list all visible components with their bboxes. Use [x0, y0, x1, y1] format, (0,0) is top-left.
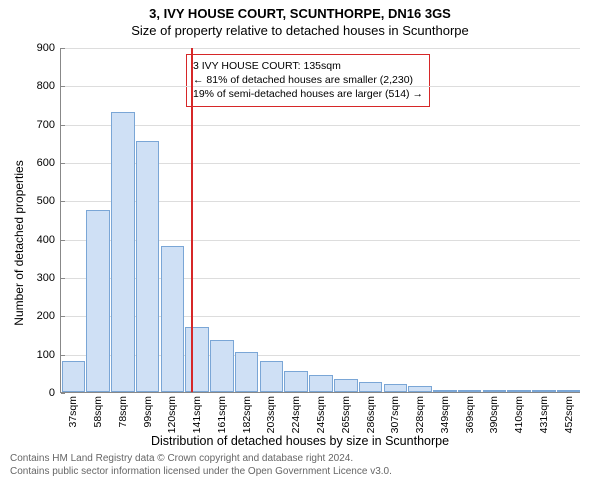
page-subtitle: Size of property relative to detached ho… — [0, 23, 600, 38]
histogram-bar — [359, 382, 383, 392]
histogram-bar — [334, 379, 358, 392]
plot-region: 3 IVY HOUSE COURT: 135sqm ← 81% of detac… — [60, 48, 580, 393]
y-axis-label: Number of detached properties — [12, 160, 26, 325]
x-tick: 452sqm — [563, 396, 575, 433]
x-tick: 265sqm — [340, 396, 352, 433]
y-tick: 300 — [37, 272, 61, 284]
x-tick: 286sqm — [365, 396, 377, 433]
x-axis-label: Distribution of detached houses by size … — [0, 434, 600, 448]
histogram-bar — [309, 375, 333, 392]
y-tick: 800 — [37, 80, 61, 92]
histogram-bar — [136, 141, 160, 392]
footer-line2: Contains public sector information licen… — [10, 465, 600, 478]
x-tick: 328sqm — [414, 396, 426, 433]
x-tick: 410sqm — [513, 396, 525, 433]
histogram-bar — [161, 246, 185, 392]
x-tick: 37sqm — [67, 396, 79, 428]
histogram-bar — [532, 390, 556, 392]
x-tick: 78sqm — [117, 396, 129, 428]
x-tick: 245sqm — [315, 396, 327, 433]
y-tick: 500 — [37, 195, 61, 207]
histogram-bar — [235, 352, 259, 392]
x-tick: 390sqm — [488, 396, 500, 433]
histogram-bar — [384, 384, 408, 392]
chart-area: Number of detached properties 3 IVY HOUS… — [0, 38, 600, 448]
x-tick: 141sqm — [191, 396, 203, 433]
x-tick: 369sqm — [464, 396, 476, 433]
histogram-bar — [86, 210, 110, 392]
y-tick: 900 — [37, 42, 61, 54]
histogram-bar — [185, 327, 209, 392]
x-tick: 307sqm — [389, 396, 401, 433]
x-tick: 120sqm — [166, 396, 178, 433]
y-tick: 400 — [37, 234, 61, 246]
x-tick: 349sqm — [439, 396, 451, 433]
histogram-bar — [62, 361, 86, 392]
reference-line — [191, 48, 193, 392]
histogram-bar — [408, 386, 432, 392]
x-tick: 58sqm — [92, 396, 104, 428]
histogram-bar — [458, 390, 482, 392]
x-tick: 99sqm — [142, 396, 154, 428]
x-tick: 431sqm — [538, 396, 550, 433]
histogram-bar — [210, 340, 234, 392]
page-title: 3, IVY HOUSE COURT, SCUNTHORPE, DN16 3GS — [0, 6, 600, 21]
histogram-bar — [111, 112, 135, 392]
x-tick: 161sqm — [216, 396, 228, 433]
x-tick: 224sqm — [290, 396, 302, 433]
histogram-bar — [483, 390, 507, 392]
y-tick: 600 — [37, 157, 61, 169]
histogram-bar — [557, 390, 581, 392]
x-tick: 182sqm — [241, 396, 253, 433]
histogram-bar — [433, 390, 457, 392]
y-tick: 200 — [37, 310, 61, 322]
x-tick: 203sqm — [265, 396, 277, 433]
histogram-bar — [284, 371, 308, 392]
histogram-bar — [507, 390, 531, 392]
y-tick: 100 — [37, 349, 61, 361]
footer: Contains HM Land Registry data © Crown c… — [0, 448, 600, 478]
y-tick: 700 — [37, 119, 61, 131]
histogram-bar — [260, 361, 284, 392]
footer-line1: Contains HM Land Registry data © Crown c… — [10, 452, 600, 465]
y-tick: 0 — [49, 387, 61, 399]
